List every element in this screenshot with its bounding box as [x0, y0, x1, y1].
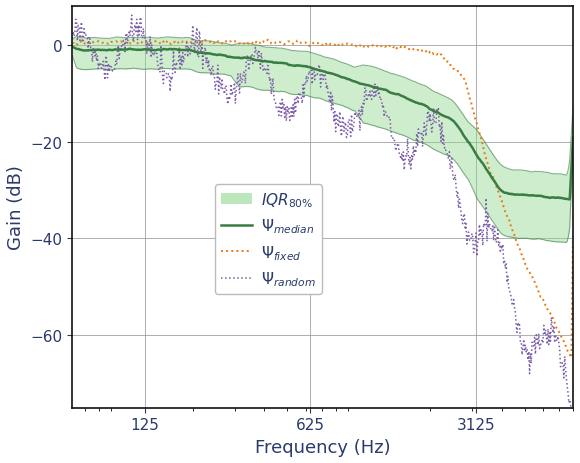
X-axis label: Frequency (Hz): Frequency (Hz)	[255, 438, 390, 456]
Y-axis label: Gain (dB): Gain (dB)	[7, 165, 25, 250]
Legend: $IQR_{80\%}$, $\Psi_{median}$, $\Psi_{fixed}$, $\Psi_{random}$: $IQR_{80\%}$, $\Psi_{median}$, $\Psi_{fi…	[215, 185, 322, 294]
